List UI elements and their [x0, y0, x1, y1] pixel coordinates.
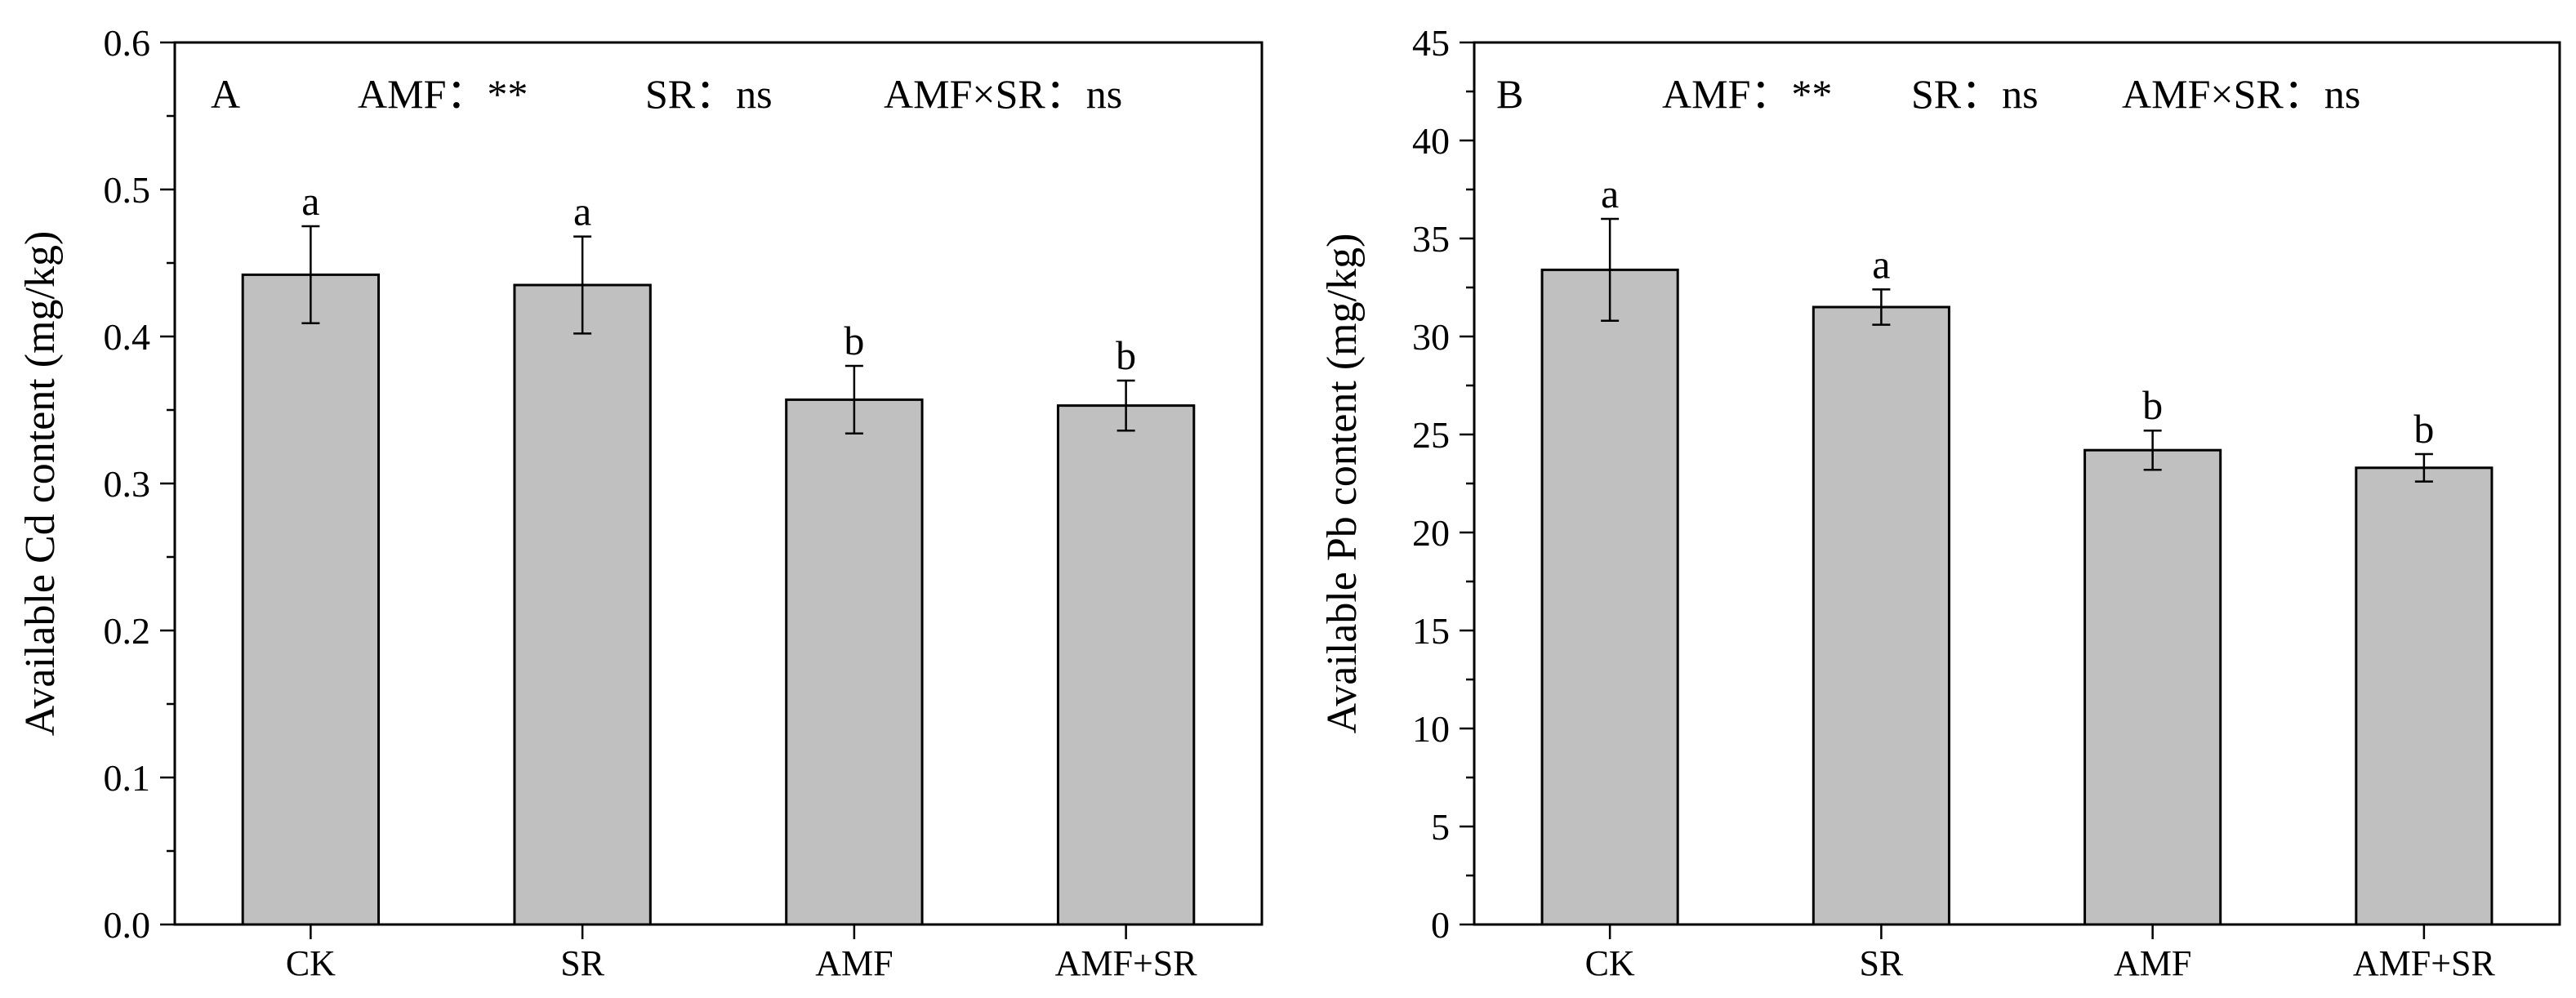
y-tick-label: 30 — [1412, 316, 1450, 358]
stat-amf: AMF：** — [1662, 71, 1832, 117]
x-tick-label: AMF+SR — [1055, 943, 1198, 983]
plot-frame — [1473, 41, 2561, 926]
y-tick-label: 25 — [1412, 414, 1450, 456]
bar-ck — [241, 273, 381, 926]
error-bar — [1872, 288, 1891, 326]
bar-sr — [513, 283, 652, 926]
y-tick-label: 40 — [1412, 120, 1450, 162]
bar-amf — [785, 398, 924, 926]
y-tick-label: 5 — [1431, 806, 1450, 848]
stat-interaction: AMF×SR：ns — [2122, 71, 2360, 117]
y-tick-label: 15 — [1412, 610, 1450, 652]
panel-letter: B — [1496, 71, 1523, 117]
error-bar — [573, 235, 592, 335]
error-bar — [845, 364, 863, 435]
y-tick-label: 45 — [1412, 22, 1450, 64]
error-bar — [1601, 217, 1620, 323]
y-tick-label: 0.6 — [104, 22, 151, 64]
panel-b: a CK a SR b AMF b AMF+SR 0 5 10 15 20 25 30 35 40 45 Avail… — [1319, 22, 2561, 983]
significance-label: b — [2142, 382, 2163, 428]
y-tick-label: 0.4 — [104, 316, 151, 358]
significance-label: a — [1872, 241, 1890, 287]
y-tick-label: 10 — [1412, 708, 1450, 750]
y-tick-label: 0.5 — [104, 169, 151, 211]
significance-label: b — [844, 318, 864, 363]
significance-label: b — [1116, 332, 1136, 378]
significance-label: a — [301, 178, 319, 224]
bar-amf — [2084, 448, 2222, 926]
stat-sr: SR：ns — [1911, 71, 2039, 117]
x-tick-label: CK — [1585, 943, 1635, 983]
bar-sr — [1812, 305, 1950, 926]
error-bar — [2143, 429, 2162, 471]
x-tick-label: SR — [1859, 943, 1903, 983]
x-tick-label: SR — [560, 943, 604, 983]
y-axis-title: Available Cd content (mg/kg) — [17, 231, 64, 737]
error-bar — [1116, 379, 1135, 432]
y-tick-label: 0.0 — [104, 904, 151, 946]
significance-label: a — [1601, 171, 1619, 216]
y-tick-label: 20 — [1412, 512, 1450, 554]
x-tick-label: CK — [286, 943, 336, 983]
x-tick-label: AMF — [815, 943, 893, 983]
x-tick-label: AMF — [2114, 943, 2191, 983]
bar-amf-sr — [2355, 466, 2494, 926]
bar-ck — [1540, 268, 1679, 926]
error-bar — [2414, 452, 2433, 483]
y-tick-label: 35 — [1412, 218, 1450, 260]
y-tick-label: 0.3 — [104, 463, 151, 505]
significance-label: b — [2413, 406, 2434, 452]
y-tick-label: 0.1 — [104, 757, 151, 799]
error-bar — [301, 225, 320, 325]
significance-label: a — [573, 189, 591, 234]
plot-frame — [173, 41, 1263, 926]
panel-letter: A — [211, 71, 240, 117]
stat-interaction: AMF×SR：ns — [884, 71, 1122, 117]
stat-sr: SR：ns — [645, 71, 773, 117]
y-tick-label: 0.2 — [104, 610, 151, 652]
panel-a: a CK a SR b AMF b AMF+SR 0.0 0.1 0.2 0.3 0.4 0.5 0.6 Av… — [17, 22, 1263, 983]
y-tick-label: 0 — [1431, 904, 1450, 946]
stat-amf: AMF：** — [358, 71, 528, 117]
bar-amf-sr — [1056, 404, 1196, 926]
x-tick-label: AMF+SR — [2353, 943, 2496, 983]
y-axis-title: Available Pb content (mg/kg) — [1319, 234, 1366, 734]
